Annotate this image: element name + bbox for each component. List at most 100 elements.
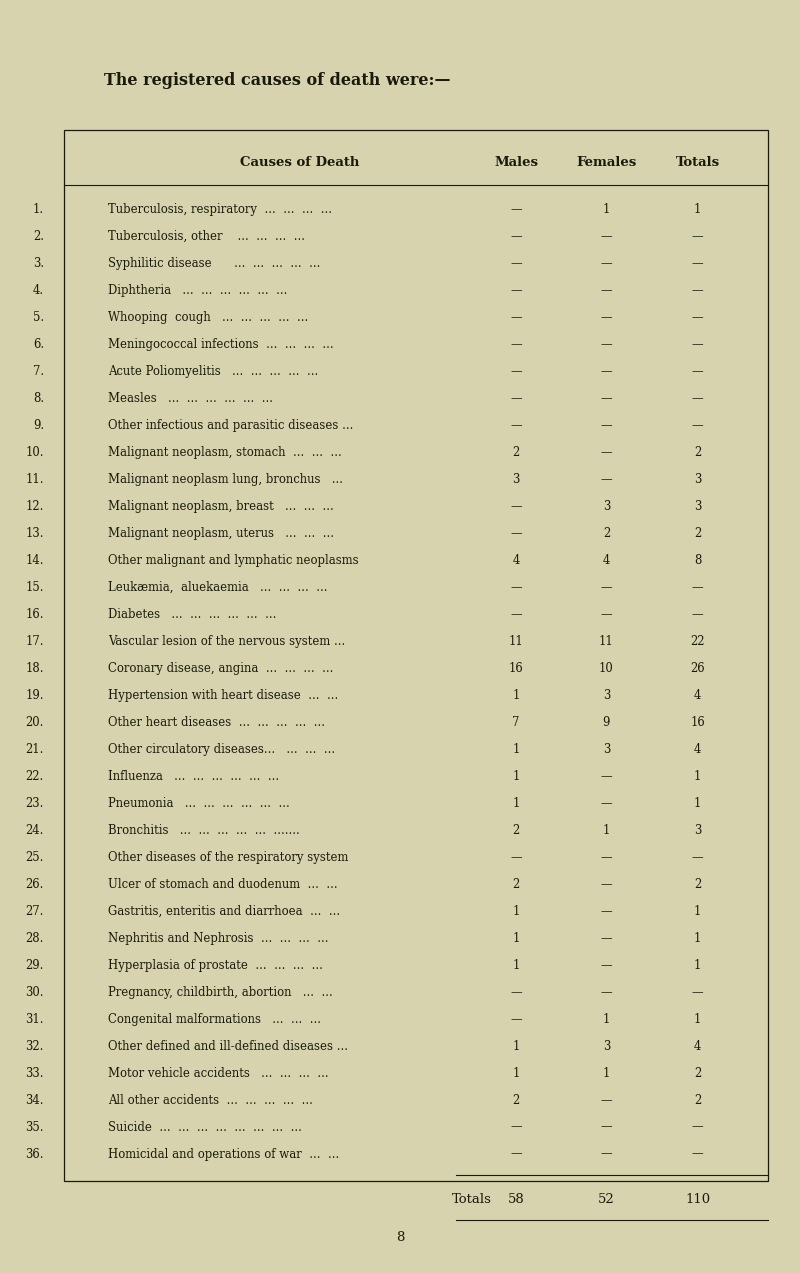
- Text: 2: 2: [694, 1094, 702, 1106]
- Text: 9: 9: [602, 715, 610, 729]
- Text: —: —: [510, 202, 522, 216]
- Text: —: —: [692, 230, 703, 243]
- Text: 1.: 1.: [33, 202, 44, 216]
- Text: —: —: [692, 337, 703, 351]
- Text: —: —: [601, 932, 612, 945]
- Text: 26.: 26.: [26, 877, 44, 891]
- Text: Females: Females: [576, 157, 637, 169]
- Text: —: —: [601, 230, 612, 243]
- Text: —: —: [510, 500, 522, 513]
- Text: —: —: [510, 392, 522, 405]
- Text: 58: 58: [508, 1193, 524, 1206]
- Text: —: —: [601, 446, 612, 460]
- Text: Measles   ...  ...  ...  ...  ...  ...: Measles ... ... ... ... ... ...: [108, 392, 273, 405]
- Text: —: —: [601, 365, 612, 378]
- Text: Malignant neoplasm, stomach  ...  ...  ...: Malignant neoplasm, stomach ... ... ...: [108, 446, 342, 460]
- Text: Malignant neoplasm, uterus   ...  ...  ...: Malignant neoplasm, uterus ... ... ...: [108, 527, 334, 540]
- Text: —: —: [601, 877, 612, 891]
- Text: Tuberculosis, respiratory  ...  ...  ...  ...: Tuberculosis, respiratory ... ... ... ..…: [108, 202, 332, 216]
- Text: 6.: 6.: [33, 337, 44, 351]
- Text: —: —: [510, 257, 522, 270]
- Text: 1: 1: [602, 1012, 610, 1026]
- Text: Malignant neoplasm lung, bronchus   ...: Malignant neoplasm lung, bronchus ...: [108, 472, 343, 486]
- Text: 8: 8: [694, 554, 702, 566]
- Bar: [64, 130, 768, 1181]
- Text: 17.: 17.: [26, 635, 44, 648]
- Text: 1: 1: [694, 959, 702, 971]
- Text: —: —: [510, 985, 522, 999]
- Text: —: —: [692, 850, 703, 864]
- Text: 1: 1: [512, 689, 520, 701]
- Text: 1: 1: [512, 959, 520, 971]
- Text: 2: 2: [512, 1094, 520, 1106]
- Text: —: —: [601, 1120, 612, 1134]
- Text: 4: 4: [694, 1040, 702, 1053]
- Text: 25.: 25.: [26, 850, 44, 864]
- Text: 3: 3: [694, 472, 702, 486]
- Text: 2: 2: [694, 446, 702, 460]
- Text: Pneumonia   ...  ...  ...  ...  ...  ...: Pneumonia ... ... ... ... ... ...: [108, 797, 290, 810]
- Text: —: —: [601, 985, 612, 999]
- Text: Influenza   ...  ...  ...  ...  ...  ...: Influenza ... ... ... ... ... ...: [108, 770, 279, 783]
- Text: Gastritis, enteritis and diarrhoea  ...  ...: Gastritis, enteritis and diarrhoea ... .…: [108, 905, 340, 918]
- Text: —: —: [510, 850, 522, 864]
- Text: 3: 3: [512, 472, 520, 486]
- Text: —: —: [601, 905, 612, 918]
- Text: 1: 1: [512, 1067, 520, 1080]
- Text: —: —: [692, 284, 703, 297]
- Text: 2: 2: [694, 527, 702, 540]
- Text: 110: 110: [685, 1193, 710, 1206]
- Text: Homicidal and operations of war  ...  ...: Homicidal and operations of war ... ...: [108, 1147, 339, 1161]
- Text: 16: 16: [690, 715, 705, 729]
- Text: 3: 3: [602, 689, 610, 701]
- Text: 8: 8: [396, 1231, 404, 1244]
- Text: 3: 3: [694, 500, 702, 513]
- Text: 1: 1: [512, 742, 520, 756]
- Text: Acute Poliomyelitis   ...  ...  ...  ...  ...: Acute Poliomyelitis ... ... ... ... ...: [108, 365, 318, 378]
- Text: —: —: [510, 1012, 522, 1026]
- Text: 24.: 24.: [26, 824, 44, 836]
- Text: 4.: 4.: [33, 284, 44, 297]
- Text: 30.: 30.: [26, 985, 44, 999]
- Text: 10: 10: [599, 662, 614, 675]
- Text: 1: 1: [602, 824, 610, 836]
- Text: 1: 1: [694, 797, 702, 810]
- Text: Vascular lesion of the nervous system ...: Vascular lesion of the nervous system ..…: [108, 635, 346, 648]
- Text: —: —: [510, 580, 522, 594]
- Text: 16.: 16.: [26, 607, 44, 621]
- Text: —: —: [601, 419, 612, 432]
- Text: Other malignant and lymphatic neoplasms: Other malignant and lymphatic neoplasms: [108, 554, 358, 566]
- Text: Ulcer of stomach and duodenum  ...  ...: Ulcer of stomach and duodenum ... ...: [108, 877, 338, 891]
- Text: Meningococcal infections  ...  ...  ...  ...: Meningococcal infections ... ... ... ...: [108, 337, 334, 351]
- Text: 26: 26: [690, 662, 705, 675]
- Text: All other accidents  ...  ...  ...  ...  ...: All other accidents ... ... ... ... ...: [108, 1094, 313, 1106]
- Text: Other infectious and parasitic diseases ...: Other infectious and parasitic diseases …: [108, 419, 354, 432]
- Text: Congenital malformations   ...  ...  ...: Congenital malformations ... ... ...: [108, 1012, 321, 1026]
- Text: —: —: [692, 580, 703, 594]
- Text: 2: 2: [694, 877, 702, 891]
- Text: Syphilitic disease      ...  ...  ...  ...  ...: Syphilitic disease ... ... ... ... ...: [108, 257, 320, 270]
- Text: Causes of Death: Causes of Death: [240, 157, 360, 169]
- Text: 27.: 27.: [26, 905, 44, 918]
- Text: Totals: Totals: [675, 157, 720, 169]
- Text: —: —: [601, 472, 612, 486]
- Text: —: —: [601, 850, 612, 864]
- Text: 32.: 32.: [26, 1040, 44, 1053]
- Text: 11.: 11.: [26, 472, 44, 486]
- Text: —: —: [601, 1094, 612, 1106]
- Text: Pregnancy, childbirth, abortion   ...  ...: Pregnancy, childbirth, abortion ... ...: [108, 985, 333, 999]
- Text: 1: 1: [512, 905, 520, 918]
- Text: 11: 11: [509, 635, 523, 648]
- Text: —: —: [510, 365, 522, 378]
- Text: 2: 2: [602, 527, 610, 540]
- Text: 28.: 28.: [26, 932, 44, 945]
- Text: The registered causes of death were:—: The registered causes of death were:—: [104, 71, 450, 89]
- Text: 2: 2: [512, 446, 520, 460]
- Text: 7: 7: [512, 715, 520, 729]
- Text: Diphtheria   ...  ...  ...  ...  ...  ...: Diphtheria ... ... ... ... ... ...: [108, 284, 287, 297]
- Text: 1: 1: [694, 202, 702, 216]
- Text: Diabetes   ...  ...  ...  ...  ...  ...: Diabetes ... ... ... ... ... ...: [108, 607, 276, 621]
- Text: —: —: [510, 230, 522, 243]
- Text: 4: 4: [694, 689, 702, 701]
- Text: Leukæmia,  aluekaemia   ...  ...  ...  ...: Leukæmia, aluekaemia ... ... ... ...: [108, 580, 327, 594]
